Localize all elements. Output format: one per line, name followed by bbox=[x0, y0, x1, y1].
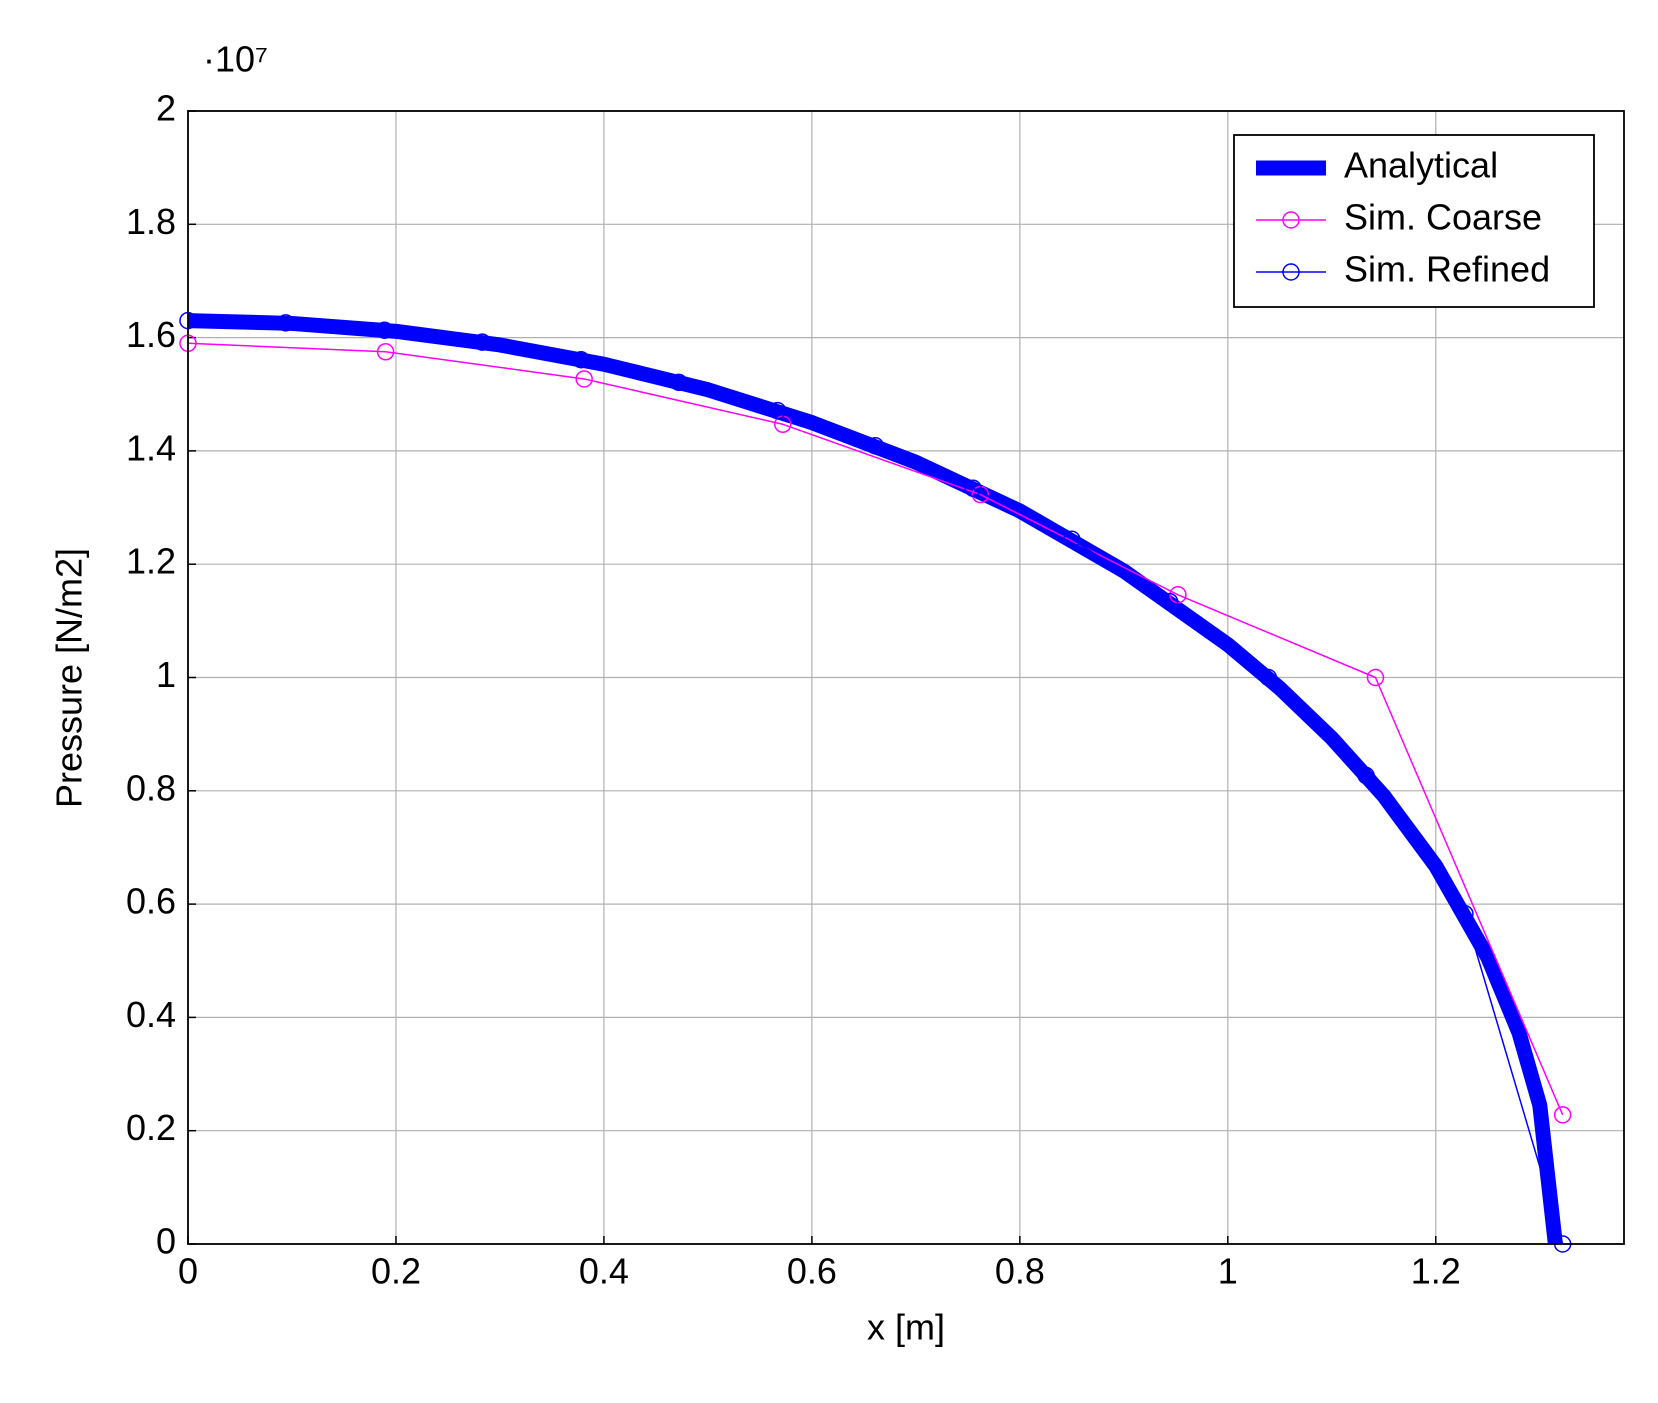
x-axis-label: x [m] bbox=[867, 1307, 945, 1348]
y-tick-label: 1.2 bbox=[126, 541, 176, 582]
point-marker bbox=[473, 333, 492, 351]
point-marker bbox=[1160, 592, 1179, 611]
point-marker bbox=[1063, 530, 1081, 549]
y-tick-label: 1 bbox=[156, 654, 176, 695]
legend-label: Sim. Refined bbox=[1344, 249, 1550, 290]
legend-marker bbox=[1282, 263, 1300, 281]
y-tick-label: 0.8 bbox=[126, 767, 176, 808]
y-tick-label: 0.6 bbox=[126, 881, 176, 922]
point-marker bbox=[670, 373, 688, 392]
y-tick-label: 0.4 bbox=[126, 994, 176, 1035]
plot-frame bbox=[187, 110, 1625, 1245]
y-tick-label: 2 bbox=[156, 88, 176, 129]
legend-label: Analytical bbox=[1344, 145, 1498, 186]
point-marker bbox=[866, 437, 885, 455]
y-tick-label: 0.2 bbox=[126, 1107, 176, 1148]
y-tick-label: 0 bbox=[156, 1221, 176, 1262]
point-marker bbox=[376, 343, 395, 361]
x-tick-label: 1 bbox=[1218, 1251, 1238, 1292]
point-marker bbox=[575, 370, 593, 388]
legend-label: Sim. Coarse bbox=[1344, 197, 1542, 238]
point-marker bbox=[1456, 904, 1474, 923]
point-marker bbox=[768, 401, 787, 420]
y-tick-label: 1.8 bbox=[126, 201, 176, 242]
series-line bbox=[187, 342, 1564, 1116]
point-marker bbox=[1357, 766, 1375, 785]
x-tick-label: 0.8 bbox=[995, 1251, 1045, 1292]
x-tick-label: 0 bbox=[178, 1251, 198, 1292]
y-tick-label: 1.6 bbox=[126, 314, 176, 355]
y-tick-label: 1.4 bbox=[126, 427, 176, 468]
x-tick-label: 1.2 bbox=[1411, 1251, 1461, 1292]
point-marker bbox=[276, 314, 295, 332]
y-axis-label: Pressure [N/m2] bbox=[49, 548, 90, 808]
point-marker bbox=[375, 321, 394, 339]
y-multiplier: ·10⁷ bbox=[203, 39, 268, 80]
point-marker bbox=[964, 479, 982, 498]
x-tick-label: 0.6 bbox=[787, 1251, 837, 1292]
x-tick-label: 0.4 bbox=[579, 1251, 629, 1292]
x-tick-label: 0.2 bbox=[371, 1251, 421, 1292]
legend-marker bbox=[1282, 211, 1300, 229]
point-marker bbox=[572, 350, 590, 369]
series-line bbox=[187, 319, 1564, 1245]
point-marker bbox=[1553, 1106, 1572, 1124]
point-marker bbox=[1259, 668, 1278, 687]
point-marker bbox=[1366, 668, 1385, 687]
